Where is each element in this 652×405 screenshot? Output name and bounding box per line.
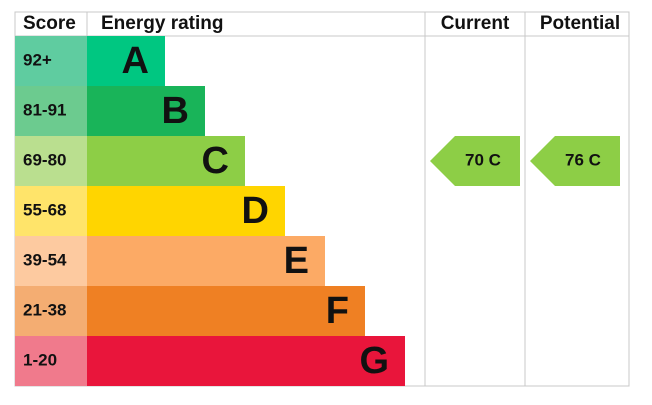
- rating-bar: [87, 286, 365, 336]
- rating-bar: [87, 336, 405, 386]
- score-header: Score: [23, 13, 76, 34]
- score-cell: [15, 136, 87, 186]
- score-range: 21-38: [23, 300, 66, 319]
- rating-letter: C: [202, 140, 229, 182]
- potential-rating: 76 C: [565, 150, 601, 169]
- score-cell: [15, 336, 87, 386]
- rating-header: Energy rating: [101, 13, 223, 34]
- score-cell: [15, 36, 87, 86]
- rating-bar: [87, 186, 285, 236]
- score-range: 1-20: [23, 350, 57, 369]
- score-cell: [15, 286, 87, 336]
- potential-header: Potential: [540, 13, 620, 34]
- current-arrow: [430, 136, 520, 186]
- rating-letter: A: [122, 40, 149, 82]
- score-cell: [15, 186, 87, 236]
- rating-letter: E: [284, 240, 309, 282]
- score-cell: [15, 86, 87, 136]
- score-range: 39-54: [23, 250, 67, 269]
- rating-letter: D: [242, 190, 269, 232]
- potential-arrow: [530, 136, 620, 186]
- rating-bar: [87, 86, 205, 136]
- score-range: 69-80: [23, 150, 66, 169]
- score-range: 55-68: [23, 200, 66, 219]
- rating-letter: B: [162, 90, 189, 132]
- current-rating: 70 C: [465, 150, 501, 169]
- score-cell: [15, 236, 87, 286]
- rating-bar: [87, 236, 325, 286]
- rating-letter: F: [326, 290, 349, 332]
- rating-bar: [87, 36, 165, 86]
- rating-bar: [87, 136, 245, 186]
- current-header: Current: [441, 13, 510, 34]
- rating-letter: G: [359, 340, 389, 382]
- score-range: 81-91: [23, 100, 66, 119]
- score-range: 92+: [23, 50, 52, 69]
